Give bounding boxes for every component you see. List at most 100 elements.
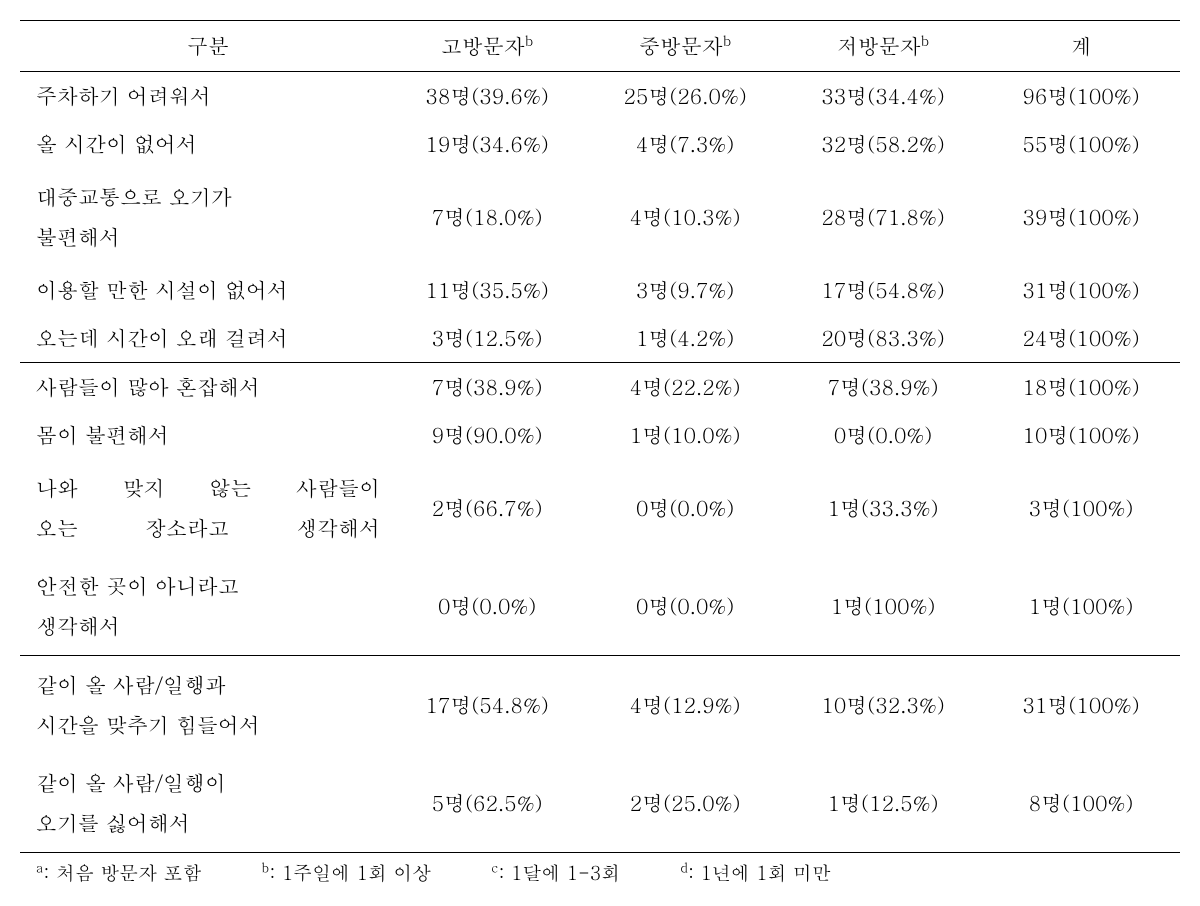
header-label-cell: 구분 (20, 21, 388, 72)
row-data-cell: 0명(0.0%) (388, 557, 586, 656)
row-data-cell: 9명(90.0%) (388, 411, 586, 459)
row-total-cell: 1명(100%) (982, 557, 1180, 656)
row-label-cell: 주차하기 어려워서 (20, 72, 388, 121)
table-row: 사람들이 많아 혼잡해서7명(38.9%)4명(22.2%)7명(38.9%)1… (20, 363, 1180, 412)
footnote-a-sup: a (36, 858, 43, 877)
row-total-cell: 18명(100%) (982, 363, 1180, 412)
row-label: 안전한 곳이 아니라고생각해서 (36, 566, 380, 646)
row-data-cell: 1명(100%) (784, 557, 982, 656)
row-label: 같이 올 사람/일행이오기를 싫어해서 (36, 763, 380, 843)
row-data-cell: 4명(22.2%) (586, 363, 784, 412)
row-label: 나와 맞지 않는 사람들이오는 장소라고 생각해서 (36, 468, 380, 548)
row-data-cell: 1명(12.5%) (784, 754, 982, 853)
header-col3-sup: b (921, 30, 929, 51)
header-label: 구분 (187, 30, 229, 60)
row-data-cell: 25명(26.0%) (586, 72, 784, 121)
footnote-c-sup: c (491, 858, 498, 877)
table-header-row: 구분 고방문자b 중방문자b 저방문자b 계 (20, 21, 1180, 72)
row-data-cell: 0명(0.0%) (586, 557, 784, 656)
row-label: 같이 올 사람/일행과시간을 맞추기 힘들어서 (36, 665, 380, 745)
footnote-c: c: 1달에 1-3회 (491, 859, 620, 886)
row-total-cell: 31명(100%) (982, 266, 1180, 314)
row-label-cell: 오는데 시간이 오래 걸려서 (20, 314, 388, 363)
table-row: 같이 올 사람/일행이오기를 싫어해서5명(62.5%)2명(25.0%)1명(… (20, 754, 1180, 853)
row-total-cell: 55명(100%) (982, 120, 1180, 168)
row-total-cell: 24명(100%) (982, 314, 1180, 363)
footnote-b-text: : 1주일에 1회 이상 (269, 859, 431, 886)
row-label-cell: 같이 올 사람/일행이오기를 싫어해서 (20, 754, 388, 853)
row-label-cell: 이용할 만한 시설이 없어서 (20, 266, 388, 314)
row-total-cell: 39명(100%) (982, 168, 1180, 266)
header-total-cell: 계 (982, 21, 1180, 72)
row-data-cell: 1명(10.0%) (586, 411, 784, 459)
row-data-cell: 28명(71.8%) (784, 168, 982, 266)
row-label: 사람들이 많아 혼잡해서 (36, 367, 380, 407)
row-label-cell: 몸이 불편해서 (20, 411, 388, 459)
row-data-cell: 7명(18.0%) (388, 168, 586, 266)
row-data-cell: 17명(54.8%) (388, 656, 586, 755)
row-data-cell: 5명(62.5%) (388, 754, 586, 853)
row-data-cell: 10명(32.3%) (784, 656, 982, 755)
row-data-cell: 1명(4.2%) (586, 314, 784, 363)
row-data-cell: 1명(33.3%) (784, 459, 982, 557)
table-row: 몸이 불편해서9명(90.0%)1명(10.0%)0명(0.0%)10명(100… (20, 411, 1180, 459)
row-data-cell: 7명(38.9%) (784, 363, 982, 412)
row-data-cell: 4명(10.3%) (586, 168, 784, 266)
row-data-cell: 32명(58.2%) (784, 120, 982, 168)
row-data-cell: 4명(7.3%) (586, 120, 784, 168)
table-row: 같이 올 사람/일행과시간을 맞추기 힘들어서17명(54.8%)4명(12.9… (20, 656, 1180, 755)
row-data-cell: 20명(83.3%) (784, 314, 982, 363)
row-data-cell: 17명(54.8%) (784, 266, 982, 314)
header-col2-cell: 중방문자b (586, 21, 784, 72)
row-label-cell: 나와 맞지 않는 사람들이오는 장소라고 생각해서 (20, 459, 388, 557)
row-label: 주차하기 어려워서 (36, 76, 380, 116)
table-row: 대중교통으로 오기가불편해서7명(18.0%)4명(10.3%)28명(71.8… (20, 168, 1180, 266)
row-label: 몸이 불편해서 (36, 415, 380, 455)
row-label-cell: 안전한 곳이 아니라고생각해서 (20, 557, 388, 656)
footnote-d: d: 1년에 1회 미만 (680, 859, 831, 886)
row-data-cell: 7명(38.9%) (388, 363, 586, 412)
row-total-cell: 3명(100%) (982, 459, 1180, 557)
row-label-cell: 사람들이 많아 혼잡해서 (20, 363, 388, 412)
row-total-cell: 31명(100%) (982, 656, 1180, 755)
footnote-d-text: : 1년에 1회 미만 (688, 859, 831, 886)
header-total-text: 계 (1071, 30, 1092, 60)
table-row: 나와 맞지 않는 사람들이오는 장소라고 생각해서2명(66.7%)0명(0.0… (20, 459, 1180, 557)
footnote-a-text: : 처음 방문자 포함 (43, 859, 201, 886)
row-data-cell: 11명(35.5%) (388, 266, 586, 314)
row-label: 올 시간이 없어서 (36, 124, 380, 164)
row-label-cell: 같이 올 사람/일행과시간을 맞추기 힘들어서 (20, 656, 388, 755)
footnote-a: a: 처음 방문자 포함 (36, 859, 202, 886)
row-data-cell: 4명(12.9%) (586, 656, 784, 755)
row-data-cell: 33명(34.4%) (784, 72, 982, 121)
footnote-b-sup: b (262, 858, 270, 877)
header-col1-cell: 고방문자b (388, 21, 586, 72)
footnotes: a: 처음 방문자 포함 b: 1주일에 1회 이상 c: 1달에 1-3회 d… (20, 859, 1180, 886)
footnote-b: b: 1주일에 1회 이상 (262, 859, 432, 886)
header-col1-text: 고방문자 (441, 30, 525, 60)
row-data-cell: 2명(66.7%) (388, 459, 586, 557)
header-col2-sup: b (723, 30, 731, 51)
table-row: 이용할 만한 시설이 없어서11명(35.5%)3명(9.7%)17명(54.8… (20, 266, 1180, 314)
table-row: 안전한 곳이 아니라고생각해서0명(0.0%)0명(0.0%)1명(100%)1… (20, 557, 1180, 656)
row-label: 대중교통으로 오기가불편해서 (36, 177, 380, 257)
table-row: 올 시간이 없어서19명(34.6%)4명(7.3%)32명(58.2%)55명… (20, 120, 1180, 168)
header-col1-sup: b (525, 30, 533, 51)
row-label-cell: 대중교통으로 오기가불편해서 (20, 168, 388, 266)
row-data-cell: 2명(25.0%) (586, 754, 784, 853)
row-label-cell: 올 시간이 없어서 (20, 120, 388, 168)
table-body: 주차하기 어려워서38명(39.6%)25명(26.0%)33명(34.4%)9… (20, 72, 1180, 853)
row-data-cell: 3명(9.7%) (586, 266, 784, 314)
row-data-cell: 0명(0.0%) (784, 411, 982, 459)
footnote-c-text: : 1달에 1-3회 (498, 859, 620, 886)
row-total-cell: 10명(100%) (982, 411, 1180, 459)
table-row: 주차하기 어려워서38명(39.6%)25명(26.0%)33명(34.4%)9… (20, 72, 1180, 121)
header-col3-cell: 저방문자b (784, 21, 982, 72)
survey-table: 구분 고방문자b 중방문자b 저방문자b 계 주차하기 어려워서38명(39.6… (20, 20, 1180, 853)
row-total-cell: 96명(100%) (982, 72, 1180, 121)
row-data-cell: 0명(0.0%) (586, 459, 784, 557)
survey-table-container: 구분 고방문자b 중방문자b 저방문자b 계 주차하기 어려워서38명(39.6… (20, 20, 1180, 886)
table-row: 오는데 시간이 오래 걸려서3명(12.5%)1명(4.2%)20명(83.3%… (20, 314, 1180, 363)
header-col3-text: 저방문자 (837, 30, 921, 60)
row-total-cell: 8명(100%) (982, 754, 1180, 853)
